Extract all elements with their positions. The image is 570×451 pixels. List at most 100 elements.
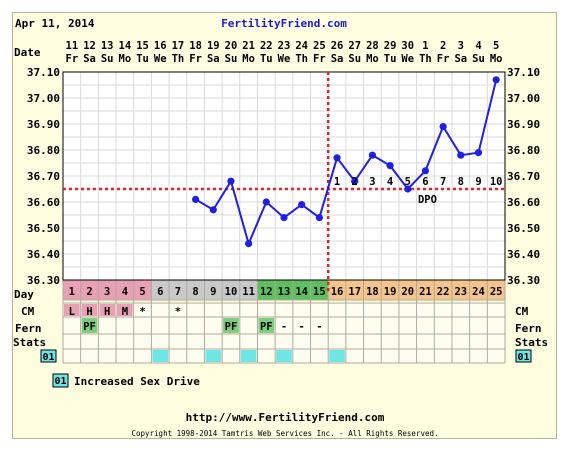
day-cell-gray [204,280,223,300]
fern-cell-fill [258,318,275,333]
cycle-day-label: 10 [225,286,238,298]
fern-cell-fill [223,318,239,333]
temperature-point [421,167,430,175]
day-cell-gray [222,280,240,300]
day-cell-luteal [345,280,364,300]
day-cell-luteal [381,280,399,300]
date-label: 22 [260,40,273,52]
day-cell-fertile [257,280,276,300]
plot-border [62,71,506,281]
date-label: 20 [225,40,238,52]
date-label: 1 [422,40,428,52]
footer-url[interactable]: http://www.FertilityFriend.com [186,411,385,424]
fern-value: - [316,321,322,333]
cm-cell-fill [99,304,116,316]
cycle-day-label: 4 [122,286,128,298]
weekday-label: Tu [136,53,149,65]
date-row-label: Date [14,46,41,59]
date-label: 3 [458,40,464,52]
dpo-number: 5 [405,176,411,188]
day-cell-luteal [487,280,505,300]
weekday-label: We [154,53,167,65]
date-label: 25 [313,40,326,52]
cycle-day-label: 1 [69,286,75,298]
cycle-day-label: 15 [313,286,326,298]
y-tick-left: 36.70 [27,170,60,183]
day-cell-fertile [310,280,329,300]
cycle-day-label: 3 [104,286,110,298]
footer-copyright: Copyright 1998-2014 Tamtris Web Services… [131,429,438,438]
date-label: 12 [83,40,96,52]
dpo-number: 9 [475,176,481,188]
y-tick-left: 36.40 [27,248,60,261]
date-label: 5 [493,40,499,52]
cm-value: * [139,306,145,318]
temperature-point [492,76,500,84]
cm-cell-fill [117,304,133,316]
temperature-point [474,149,483,157]
temperature-point [262,198,270,206]
fertility-chart: 1 2 3 4 5 6 7 8 9 10 11 12 13 14 15 16 17 18 19 20 21 22 23 24 2… [13,17,548,438]
cycle-day-label: 21 [419,286,432,298]
legend-label: Increased Sex Drive [74,375,200,388]
date-label: 14 [119,40,132,52]
date-label: 26 [331,40,344,52]
cycle-day-label: 6 [157,286,163,298]
date-label: 28 [366,40,379,52]
weekday-label: Mo [490,53,503,65]
dpo-number: 10 [490,176,503,188]
dpo-number: 4 [387,176,393,188]
stats-row-label-right: Stats [515,336,548,349]
dpo-number: 1 [334,176,340,188]
date-label: 24 [295,40,308,52]
day-cell-luteal [451,280,470,300]
day-cell-gray [239,280,258,300]
date-label: 16 [154,40,167,52]
cycle-day-label: 17 [348,286,361,298]
date-label: 15 [136,40,149,52]
date-label: 21 [242,40,255,52]
weekday-label: Fr [313,53,326,65]
weekday-label: Fr [189,53,202,65]
day-cell-luteal [416,280,435,300]
cycle-day-label: 23 [454,286,467,298]
day-cell-gray [186,280,205,300]
stats-marker [152,350,169,362]
day-cell-menstrual [63,280,81,300]
temperature-point [351,177,359,185]
day-cell-menstrual [116,280,134,300]
day-cell-menstrual [98,280,117,300]
weekday-label: Tu [260,53,273,65]
day-cell-luteal [434,280,452,300]
temperature-point [209,206,217,214]
y-tick-right: 36.80 [507,144,540,157]
weekday-label: Su [348,53,361,65]
weekday-label: We [401,53,414,65]
stats-code-box-left [40,349,57,363]
day-cell-gray [151,280,170,300]
weekday-label: Su [225,53,238,65]
weekday-label: Tu [384,53,397,65]
cycle-day-label: 9 [210,286,216,298]
cm-cell-fill [81,304,98,316]
temperature-point [457,151,465,159]
cm-value: M [122,306,128,318]
y-tick-right: 37.00 [507,92,540,105]
day-cell-luteal [363,280,382,300]
dpo-number: 8 [458,176,464,188]
temperature-line [195,79,498,247]
cycle-day-label: 25 [490,286,503,298]
y-tick-right: 36.70 [507,170,540,183]
fern-value: - [281,321,287,333]
y-tick-left: 36.60 [27,196,60,209]
date-label: 4 [475,40,481,52]
date-label: 18 [189,40,202,52]
temperature-point [192,195,200,203]
weekday-label: Su [472,53,485,65]
cycle-day-label: 12 [260,286,273,298]
cycle-day-label: 19 [384,286,397,298]
temperature-point [404,185,412,193]
dpo-label: DPO [418,194,437,206]
y-tick-right: 36.50 [507,222,540,235]
day-cell-fertile [292,280,311,300]
